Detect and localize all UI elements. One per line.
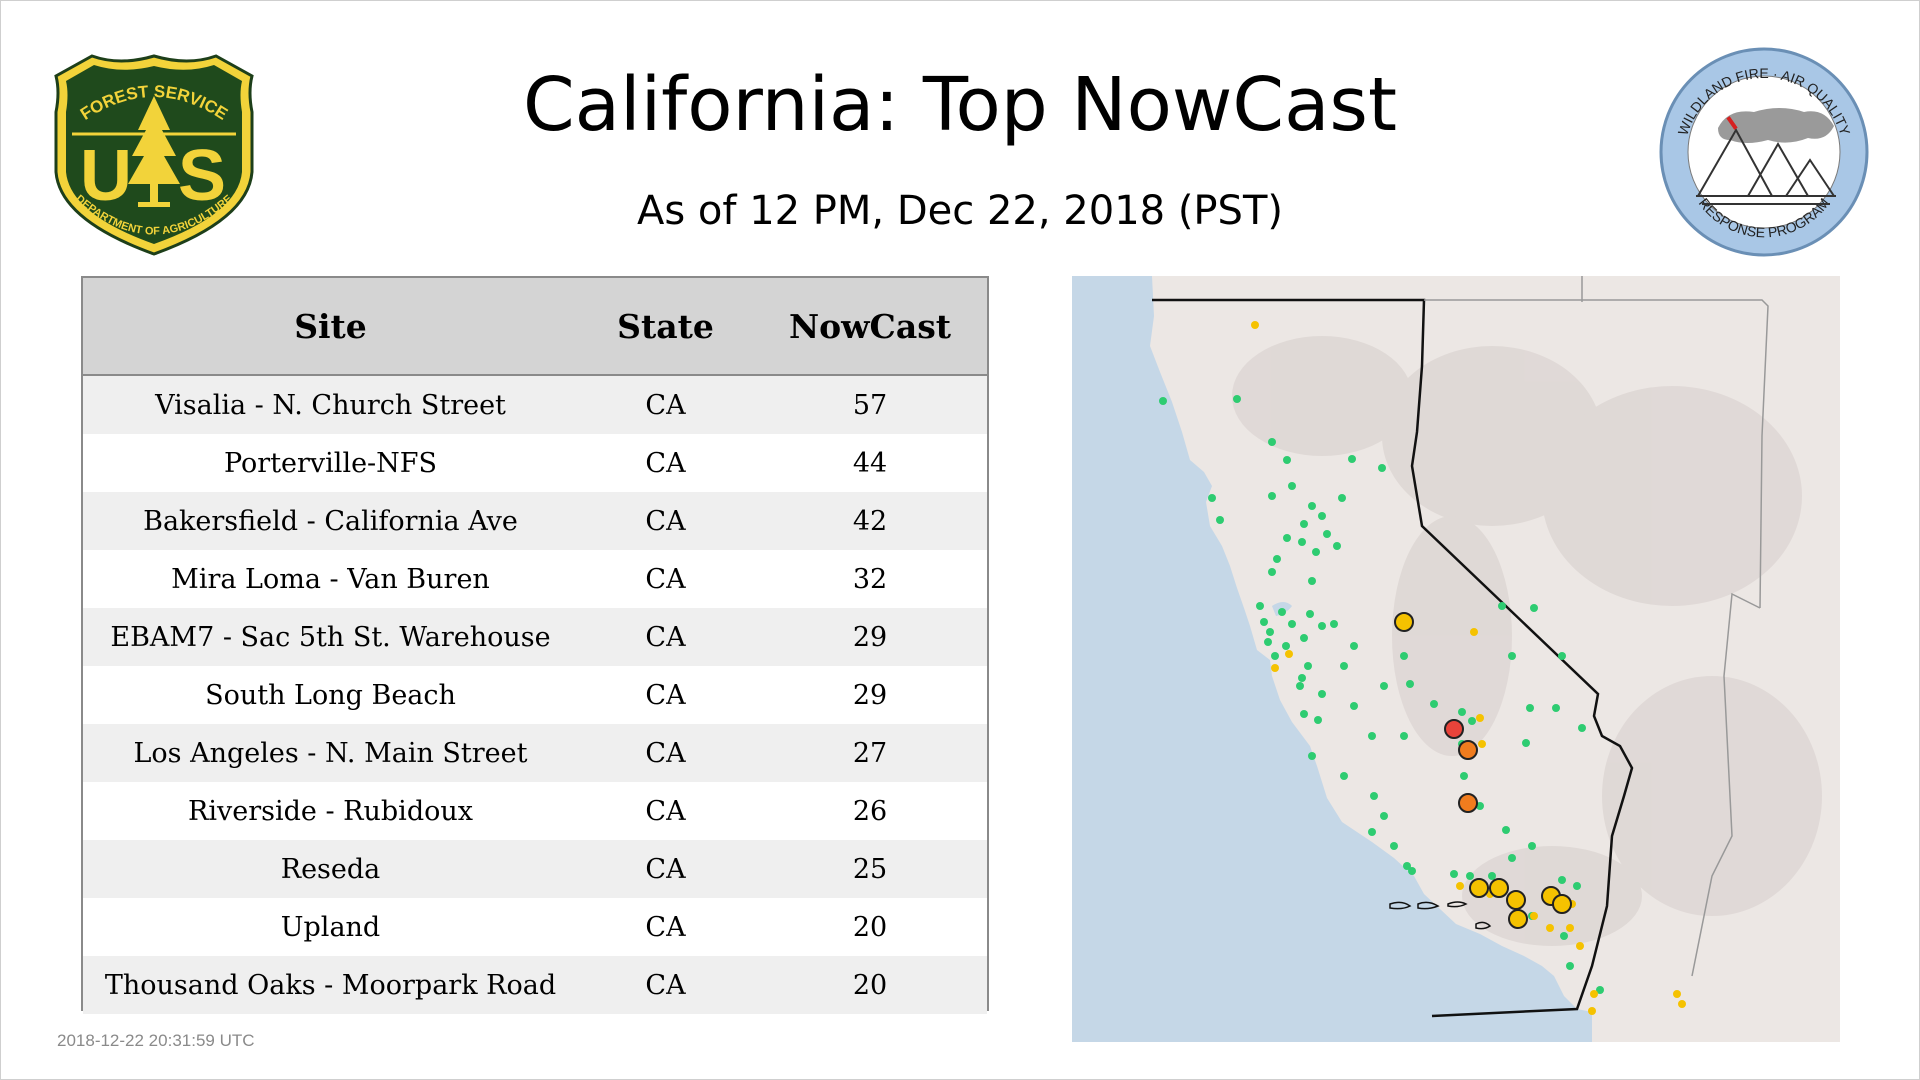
moderate-sites-small — [1251, 321, 1686, 1015]
site-cell: South Long Beach — [83, 666, 578, 724]
state-cell: CA — [578, 956, 753, 1014]
site-marker — [1506, 890, 1526, 910]
table-row: Porterville-NFS CA 44 — [83, 434, 987, 492]
california-map — [1072, 276, 1840, 1042]
column-header-site: Site — [83, 278, 578, 376]
site-cell: Thousand Oaks - Moorpark Road — [83, 956, 578, 1014]
table-row: South Long Beach CA 29 — [83, 666, 987, 724]
site-marker — [1458, 740, 1478, 760]
nowcast-cell: 44 — [753, 434, 987, 492]
svg-text:U: U — [80, 136, 132, 216]
nowcast-cell: 32 — [753, 550, 987, 608]
forest-service-logo: FOREST SERVICE U S DEPARTMENT OF AGRICUL… — [54, 54, 254, 256]
nowcast-cell: 57 — [753, 375, 987, 434]
state-cell: CA — [578, 550, 753, 608]
site-cell: Los Angeles - N. Main Street — [83, 724, 578, 782]
smoke-icon — [1718, 108, 1834, 143]
site-cell: Upland — [83, 898, 578, 956]
page-title: California: Top NowCast — [523, 62, 1397, 148]
page-subtitle: As of 12 PM, Dec 22, 2018 (PST) — [637, 188, 1283, 234]
top-sites — [1394, 612, 1572, 929]
table-row: Upland CA 20 — [83, 898, 987, 956]
site-cell: Mira Loma - Van Buren — [83, 550, 578, 608]
table-row: Los Angeles - N. Main Street CA 27 — [83, 724, 987, 782]
site-marker — [1469, 878, 1489, 898]
mountains-icon — [1696, 127, 1836, 205]
state-cell: CA — [578, 434, 753, 492]
nowcast-cell: 42 — [753, 492, 987, 550]
state-cell: CA — [578, 898, 753, 956]
neighbor-state-borders — [1424, 276, 1769, 977]
state-cell: CA — [578, 840, 753, 898]
flame-marker-icon — [1726, 116, 1738, 130]
terrain-shading — [1232, 336, 1822, 946]
nowcast-cell: 26 — [753, 782, 987, 840]
table-row: Riverside - Rubidoux CA 26 — [83, 782, 987, 840]
nowcast-cell: 25 — [753, 840, 987, 898]
state-cell: CA — [578, 724, 753, 782]
site-cell: Bakersfield - California Ave — [83, 492, 578, 550]
site-marker — [1458, 793, 1478, 813]
site-cell: Porterville-NFS — [83, 434, 578, 492]
site-cell: EBAM7 - Sac 5th St. Warehouse — [83, 608, 578, 666]
site-marker — [1552, 894, 1572, 914]
nowcast-table: Site State NowCast Visalia - N. Church S… — [81, 276, 989, 1014]
table-row: Visalia - N. Church Street CA 57 — [83, 375, 987, 434]
state-cell: CA — [578, 608, 753, 666]
column-header-nowcast: NowCast — [753, 278, 987, 376]
state-cell: CA — [578, 375, 753, 434]
nowcast-cell: 20 — [753, 898, 987, 956]
column-header-state: State — [578, 278, 753, 376]
table-row: Thousand Oaks - Moorpark Road CA 20 — [83, 956, 987, 1014]
state-border — [1152, 298, 1634, 1018]
nowcast-cell: 29 — [753, 608, 987, 666]
pine-tree-icon — [128, 96, 180, 207]
state-cell: CA — [578, 492, 753, 550]
nowcast-cell: 29 — [753, 666, 987, 724]
state-cell: CA — [578, 782, 753, 840]
nowcast-cell: 27 — [753, 724, 987, 782]
site-cell: Visalia - N. Church Street — [83, 375, 578, 434]
site-cell: Reseda — [83, 840, 578, 898]
site-cell: Riverside - Rubidoux — [83, 782, 578, 840]
site-marker — [1508, 909, 1528, 929]
site-marker — [1444, 719, 1464, 739]
channel-islands — [1389, 901, 1492, 930]
state-cell: CA — [578, 666, 753, 724]
table-row: Reseda CA 25 — [83, 840, 987, 898]
nowcast-cell: 20 — [753, 956, 987, 1014]
good-sites — [1159, 395, 1604, 994]
table-row: Mira Loma - Van Buren CA 32 — [83, 550, 987, 608]
generated-timestamp: 2018-12-22 20:31:59 UTC — [57, 1031, 255, 1050]
table-row: Bakersfield - California Ave CA 42 — [83, 492, 987, 550]
site-marker — [1489, 878, 1509, 898]
wildland-fire-logo: WILDLAND FIRE · AIR QUALITY RESPONSE PRO… — [1659, 47, 1869, 257]
svg-text:S: S — [178, 136, 226, 216]
site-marker — [1394, 612, 1414, 632]
table-header-row: Site State NowCast — [83, 278, 987, 376]
table-row: EBAM7 - Sac 5th St. Warehouse CA 29 — [83, 608, 987, 666]
